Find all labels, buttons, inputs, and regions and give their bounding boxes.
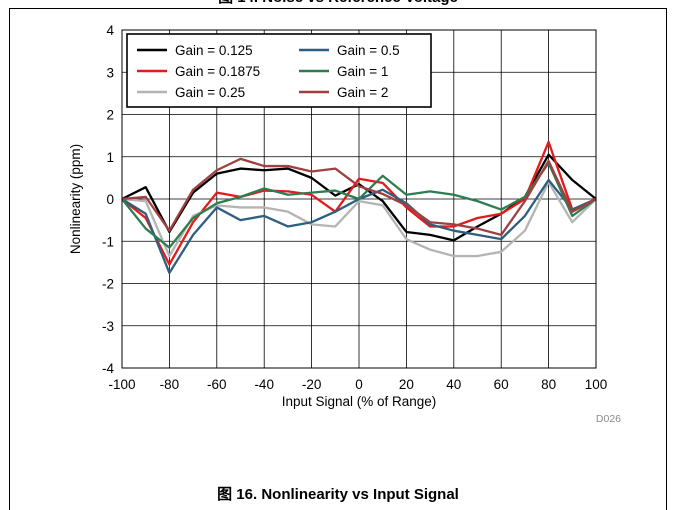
legend-label: Gain = 1 (337, 64, 388, 79)
y-tick-label: -1 (102, 234, 114, 249)
y-tick-label: 0 (106, 192, 114, 207)
y-tick-label: 2 (106, 108, 114, 123)
y-axis-title: Nonlinearity (ppm) (68, 144, 83, 254)
series-line-6 (121, 157, 597, 237)
frame-left-rule (9, 8, 10, 510)
x-tick-label: -40 (254, 377, 274, 392)
figure-code: D026 (596, 413, 621, 425)
frame-right-rule (666, 8, 667, 510)
legend: Gain = 0.125 Gain = 0.1875 Gain = 0.25 Gain… (126, 33, 432, 108)
x-tick-label: 40 (446, 377, 461, 392)
y-tick-label: -4 (102, 361, 114, 376)
legend-label: Gain = 0.5 (337, 43, 400, 58)
series-line-1 (121, 153, 597, 242)
y-tick-label: -3 (102, 319, 114, 334)
figure-caption: 图 16. Nonlinearity vs Input Signal (217, 486, 459, 503)
x-tick-label: 80 (541, 377, 556, 392)
y-tick-label: 3 (106, 65, 114, 80)
series-lines (121, 140, 597, 275)
x-tick-label: 0 (355, 377, 363, 392)
x-tick-label: 20 (399, 377, 414, 392)
x-tick-label: -20 (302, 377, 322, 392)
plot-border (121, 29, 597, 369)
series-line-5 (121, 161, 597, 249)
x-tick-label: 60 (494, 377, 509, 392)
legend-label: Gain = 0.25 (175, 85, 245, 100)
y-tick-label: 1 (106, 150, 114, 165)
previous-figure-caption: 图 14. Noise vs Reference Voltage (0, 0, 676, 8)
legend-label: Gain = 0.125 (175, 43, 253, 58)
x-tick-label: -60 (207, 377, 227, 392)
legend-label: Gain = 0.1875 (175, 64, 260, 79)
y-tick-label: -2 (102, 277, 114, 292)
legend-box (126, 33, 432, 108)
frame-top-rule (9, 8, 667, 9)
x-tick-label: -100 (108, 377, 135, 392)
x-axis-title: Input Signal (% of Range) (282, 394, 437, 409)
y-tick-label: 4 (106, 23, 114, 38)
nonlinearity-chart: -100 -80 -60 -40 -20 0 20 40 60 80 100 4 3 2 1 0 -1 -2 -3 -… (68, 23, 621, 425)
tick-labels: -100 -80 -60 -40 -20 0 20 40 60 80 100 4 3 2 1 0 -1 -2 -3 -… (102, 23, 607, 392)
legend-label: Gain = 2 (337, 85, 388, 100)
x-tick-label: 100 (585, 377, 608, 392)
x-tick-label: -80 (160, 377, 180, 392)
